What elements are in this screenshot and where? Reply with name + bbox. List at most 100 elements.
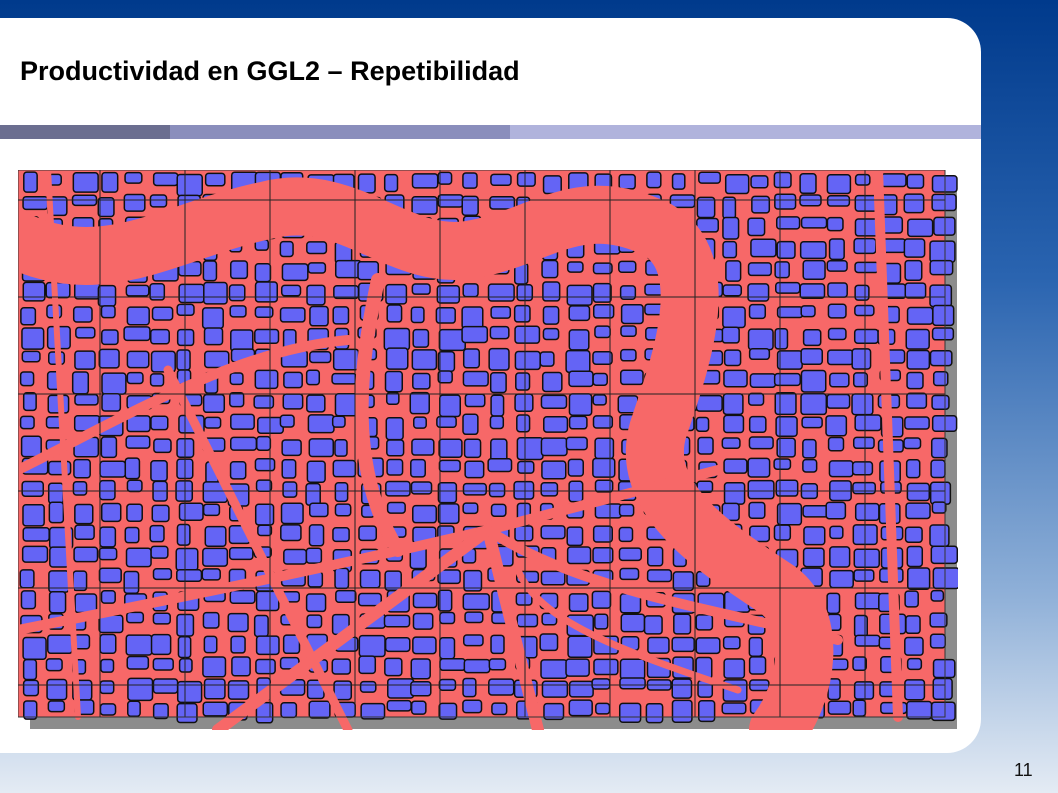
block xyxy=(126,371,144,385)
block xyxy=(203,281,228,305)
block xyxy=(513,480,535,500)
block xyxy=(566,526,584,547)
block xyxy=(305,593,327,613)
block xyxy=(72,480,88,496)
block xyxy=(540,570,566,586)
block xyxy=(357,592,382,607)
block xyxy=(854,502,880,522)
block xyxy=(568,593,589,613)
block xyxy=(695,394,723,412)
block xyxy=(255,479,273,493)
block xyxy=(279,414,295,428)
block xyxy=(802,438,817,459)
block xyxy=(829,525,844,540)
block xyxy=(801,416,823,429)
block xyxy=(722,284,743,297)
block xyxy=(591,590,612,609)
block xyxy=(386,439,405,457)
block xyxy=(932,658,956,679)
block xyxy=(905,459,921,479)
block xyxy=(800,348,824,365)
block xyxy=(540,525,566,540)
block xyxy=(722,393,744,416)
block xyxy=(592,546,614,564)
block xyxy=(490,438,508,462)
block xyxy=(776,502,803,526)
block xyxy=(22,636,47,660)
block xyxy=(74,350,96,370)
block xyxy=(568,393,593,416)
block xyxy=(438,702,458,720)
block xyxy=(126,306,150,326)
block xyxy=(803,526,826,546)
block xyxy=(97,284,117,307)
block xyxy=(516,437,544,461)
block xyxy=(829,569,854,589)
block xyxy=(178,658,193,673)
block xyxy=(695,416,710,432)
block xyxy=(696,217,719,233)
block xyxy=(178,502,204,521)
block xyxy=(671,678,693,699)
block xyxy=(646,569,673,583)
block xyxy=(487,458,513,473)
block xyxy=(566,284,593,306)
block xyxy=(748,436,774,450)
block xyxy=(306,394,326,413)
block xyxy=(852,699,867,717)
block xyxy=(592,282,612,303)
block xyxy=(254,328,280,344)
block xyxy=(827,327,847,341)
block xyxy=(229,260,249,280)
block xyxy=(851,393,874,416)
block xyxy=(540,659,568,680)
block xyxy=(331,658,351,675)
block xyxy=(568,415,588,430)
block xyxy=(126,479,143,493)
block xyxy=(592,415,614,429)
block xyxy=(880,173,907,188)
block xyxy=(490,634,505,655)
block xyxy=(854,261,880,274)
block xyxy=(127,700,141,717)
block xyxy=(153,438,172,454)
block xyxy=(826,592,841,615)
block xyxy=(334,503,352,517)
block xyxy=(592,457,616,478)
block xyxy=(439,658,466,672)
block xyxy=(721,326,740,344)
block xyxy=(305,482,321,506)
block xyxy=(437,589,453,612)
block xyxy=(98,348,120,369)
block xyxy=(410,700,427,715)
block xyxy=(618,702,642,724)
block xyxy=(541,259,559,279)
block xyxy=(204,416,222,429)
block xyxy=(802,329,822,347)
block xyxy=(802,505,830,518)
block xyxy=(75,326,96,339)
block xyxy=(97,196,115,218)
block xyxy=(74,503,94,525)
block xyxy=(125,435,151,449)
block xyxy=(202,611,220,629)
block xyxy=(464,611,484,624)
block xyxy=(773,524,792,541)
block xyxy=(254,306,274,318)
block xyxy=(126,350,150,369)
block xyxy=(695,614,714,631)
block xyxy=(438,438,463,459)
block xyxy=(412,372,431,390)
slide-title: Productividad en GGL2 – Repetibilidad xyxy=(20,56,520,86)
block xyxy=(722,306,746,329)
block xyxy=(231,656,251,677)
block xyxy=(568,329,590,351)
block xyxy=(567,458,584,477)
block xyxy=(932,677,953,700)
block xyxy=(513,304,531,323)
block xyxy=(74,393,99,406)
block xyxy=(721,502,740,522)
block xyxy=(100,589,116,604)
block xyxy=(619,677,646,690)
block xyxy=(22,195,49,211)
